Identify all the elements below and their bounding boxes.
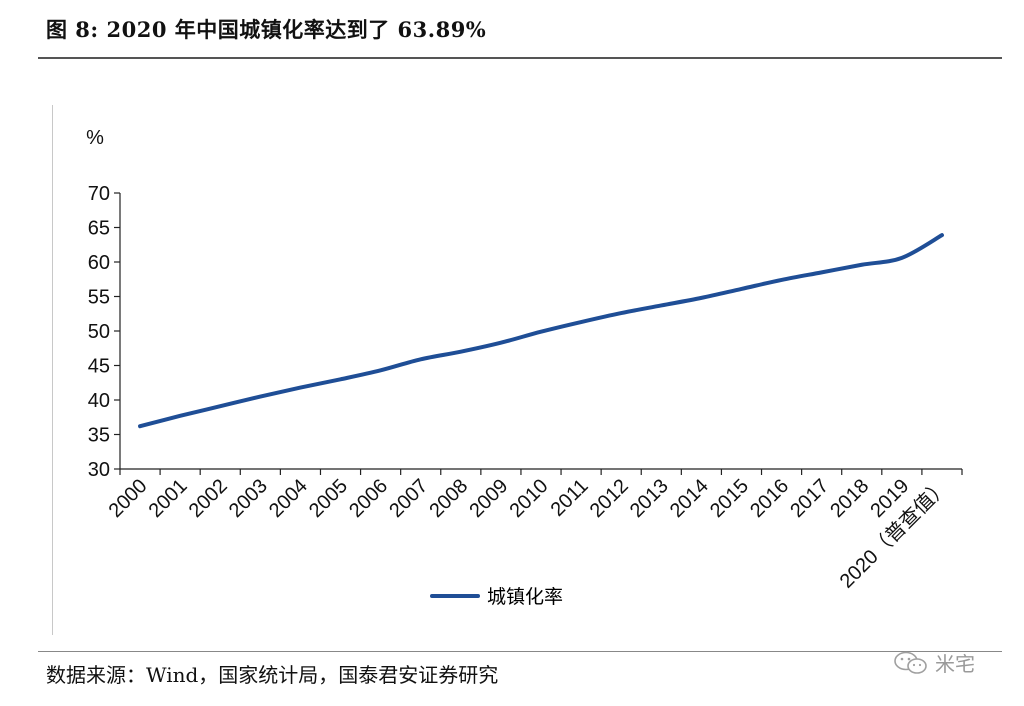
x-tick-label: 2001 <box>145 475 192 522</box>
x-tick-label: 2010 <box>506 475 553 522</box>
y-tick-label: 65 <box>88 218 110 240</box>
y-tick-label: 35 <box>88 425 110 447</box>
legend: 城镇化率 <box>430 586 563 608</box>
chart-title: 图 8: 2020 年中国城镇化率达到了 63.89% <box>46 17 487 42</box>
x-tick-label: 2016 <box>746 475 793 522</box>
x-tick-label: 2018 <box>826 475 873 522</box>
x-tick-label: 2002 <box>185 475 232 522</box>
chart-axes <box>114 192 963 475</box>
x-tick-label: 2008 <box>425 475 472 522</box>
y-unit-label: % <box>86 127 104 149</box>
series-line-urbanization-rate <box>138 233 944 429</box>
x-tick-labels: 2000200120022003200420052006200720082009… <box>105 474 954 592</box>
x-tick-label: 2011 <box>547 475 593 521</box>
x-tick-label: 2003 <box>225 475 272 522</box>
x-tick-label: 2014 <box>666 475 713 522</box>
x-tick-label: 2007 <box>385 475 432 522</box>
y-tick-label: 30 <box>88 459 110 481</box>
y-tick-label: 40 <box>88 390 110 412</box>
series-layer <box>138 233 944 429</box>
x-tick-label: 2013 <box>626 475 673 522</box>
x-tick-label: 2015 <box>706 475 753 522</box>
y-tick-label: 70 <box>88 183 110 205</box>
legend-label: 城镇化率 <box>487 586 563 608</box>
x-tick-label: 2005 <box>305 475 352 522</box>
y-tick-label: 55 <box>88 287 110 309</box>
x-tick-label: 2009 <box>465 475 512 522</box>
x-tick-label: 2012 <box>586 475 633 522</box>
y-tick-label: 50 <box>88 321 110 343</box>
y-tick-label: 45 <box>88 356 110 378</box>
x-tick-label: 2017 <box>786 475 833 522</box>
wechat-icon <box>894 651 927 674</box>
footer-divider <box>38 651 1002 652</box>
frame-left-border <box>52 105 53 635</box>
title-divider <box>38 57 1002 59</box>
data-source-note: 数据来源：Wind，国家统计局，国泰君安证券研究 <box>46 663 499 687</box>
watermark-text: 米宅 <box>935 652 975 676</box>
watermark: 米宅 <box>893 648 975 677</box>
x-tick-label: 2006 <box>345 475 392 522</box>
x-tick-label: 2004 <box>265 475 312 522</box>
x-tick-label: 2000 <box>105 475 152 522</box>
y-tick-label: 60 <box>88 252 110 274</box>
y-tick-labels: 30 35 40 45 50 55 60 65 70 <box>88 183 110 481</box>
